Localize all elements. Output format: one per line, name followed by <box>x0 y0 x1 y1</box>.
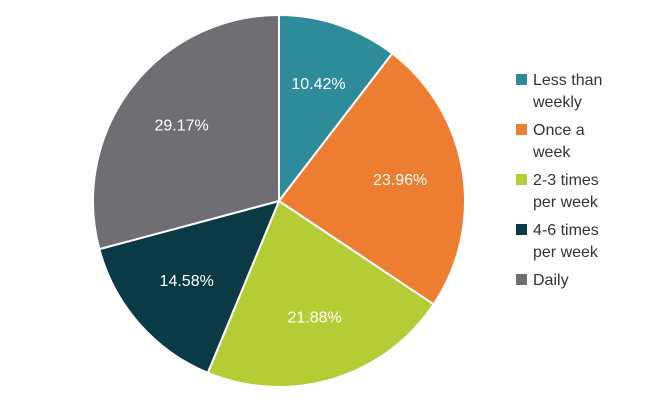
slice-label-2: 23.96% <box>373 172 427 189</box>
pie-slice-3 <box>206 199 436 388</box>
slice-label-1: 10.42% <box>291 76 345 93</box>
pie-slice-5 <box>92 13 280 251</box>
pie-slice-1 <box>278 13 394 204</box>
legend-item-4: 4-6 times per week <box>516 220 656 264</box>
chart-legend: Less than weekly Once a week 2-3 times per we… <box>516 70 656 298</box>
legend-label: 4-6 times per week <box>533 222 599 261</box>
legend-label: Once a week <box>533 122 585 161</box>
legend-label: Daily <box>533 272 569 289</box>
pie-slice-2 <box>277 52 466 306</box>
legend-swatch <box>516 124 527 135</box>
legend-item-2: Once a week <box>516 120 656 164</box>
legend-swatch <box>516 274 527 285</box>
slice-label-3: 21.88% <box>287 310 341 327</box>
slice-label-4: 14.58% <box>160 273 214 290</box>
legend-swatch <box>516 174 527 185</box>
legend-label: 2-3 times per week <box>533 172 599 211</box>
legend-item-5: Daily <box>516 270 656 292</box>
legend-swatch <box>516 224 527 235</box>
slice-label-5: 29.17% <box>154 117 208 134</box>
legend-label: Less than weekly <box>533 72 603 111</box>
legend-item-3: 2-3 times per week <box>516 170 656 214</box>
pie-slice-4 <box>98 199 281 375</box>
legend-swatch <box>516 74 527 85</box>
legend-item-1: Less than weekly <box>516 70 656 114</box>
